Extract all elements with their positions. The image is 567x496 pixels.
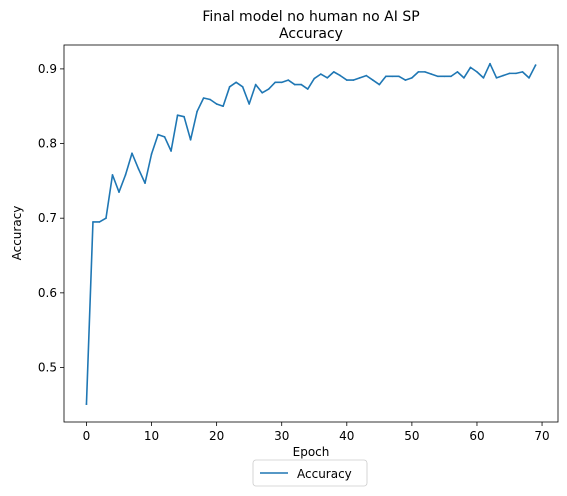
legend-box xyxy=(252,459,368,487)
data-point xyxy=(534,64,537,66)
data-point xyxy=(137,168,140,170)
data-point xyxy=(92,221,94,223)
data-point xyxy=(437,75,439,78)
data-point xyxy=(85,403,88,405)
y-axis-label: Accuracy xyxy=(10,206,24,261)
data-point xyxy=(372,79,374,81)
data-point xyxy=(248,103,250,105)
data-point xyxy=(280,81,283,84)
y-tick-label: 0.5 xyxy=(38,361,57,375)
data-point xyxy=(313,77,316,80)
data-point xyxy=(502,74,504,77)
data-point xyxy=(222,105,224,108)
data-point xyxy=(365,74,368,77)
data-point xyxy=(359,77,361,79)
data-point xyxy=(385,75,387,78)
data-point xyxy=(105,217,107,219)
data-point xyxy=(111,174,114,176)
data-point xyxy=(209,98,211,101)
y-tick-label: 0.9 xyxy=(38,62,57,76)
data-point xyxy=(456,71,459,73)
data-point xyxy=(300,83,303,86)
series-points xyxy=(85,62,537,405)
data-point xyxy=(163,136,166,138)
data-point xyxy=(254,83,257,86)
x-tick-label: 20 xyxy=(209,429,224,443)
data-point xyxy=(508,72,511,75)
y-tick-label: 0.8 xyxy=(38,137,57,151)
x-tick-label: 60 xyxy=(469,429,484,443)
data-point xyxy=(476,71,478,73)
data-point xyxy=(515,72,517,75)
data-point xyxy=(293,83,296,86)
data-point xyxy=(131,152,133,155)
data-point xyxy=(528,77,530,79)
y-tick-label: 0.6 xyxy=(38,286,57,300)
x-tick-label: 50 xyxy=(404,429,419,443)
y-axis-ticks: 0.5 0.6 0.7 0.8 0.9 xyxy=(38,62,64,375)
data-point xyxy=(339,74,342,77)
chart-subtitle: Accuracy xyxy=(279,26,343,42)
data-point xyxy=(118,191,120,193)
y-tick-label: 0.7 xyxy=(38,211,57,225)
chart-title: Final model no human no AI SP xyxy=(202,9,419,25)
legend: Accuracy xyxy=(252,459,368,487)
data-point xyxy=(443,75,446,78)
data-point xyxy=(411,77,413,79)
data-point xyxy=(469,66,472,69)
x-tick-label: 10 xyxy=(144,429,159,443)
data-point xyxy=(404,79,407,81)
data-point xyxy=(489,62,491,65)
data-point xyxy=(98,221,101,223)
data-point xyxy=(346,79,348,81)
data-point xyxy=(150,153,153,155)
data-point xyxy=(352,79,355,81)
x-axis-ticks: 0 10 20 30 40 50 60 70 xyxy=(83,422,550,443)
x-tick-label: 30 xyxy=(274,429,289,443)
legend-label-accuracy: Accuracy xyxy=(297,467,352,481)
data-point xyxy=(319,73,322,75)
data-point xyxy=(495,77,498,79)
data-point xyxy=(430,73,433,75)
x-tick-label: 0 xyxy=(83,429,91,443)
data-point xyxy=(170,150,172,152)
data-point xyxy=(274,81,277,84)
data-point xyxy=(202,97,205,99)
data-point xyxy=(124,174,127,176)
data-point xyxy=(287,79,290,81)
data-point xyxy=(398,75,400,78)
data-point xyxy=(196,110,198,113)
data-point xyxy=(228,86,231,88)
x-axis-label: Epoch xyxy=(293,445,330,459)
data-point xyxy=(391,75,394,78)
data-point xyxy=(235,81,237,84)
data-point xyxy=(417,71,420,73)
data-point xyxy=(326,77,329,79)
x-tick-label: 70 xyxy=(534,429,549,443)
data-point xyxy=(183,115,185,118)
data-point xyxy=(332,71,335,73)
data-point xyxy=(157,133,159,136)
data-point xyxy=(176,114,179,116)
x-tick-label: 40 xyxy=(339,429,354,443)
data-point xyxy=(241,86,244,88)
series-line-accuracy xyxy=(85,62,537,405)
data-point xyxy=(521,71,524,73)
data-point xyxy=(450,75,452,78)
data-point xyxy=(144,182,146,184)
data-point xyxy=(482,77,485,79)
data-point xyxy=(267,88,270,90)
plot-area xyxy=(63,44,559,423)
data-point xyxy=(424,71,426,73)
data-point xyxy=(306,88,309,90)
data-point xyxy=(378,83,381,86)
data-point xyxy=(261,91,263,94)
data-point xyxy=(463,77,465,79)
data-point xyxy=(215,103,218,105)
data-point xyxy=(189,139,192,141)
